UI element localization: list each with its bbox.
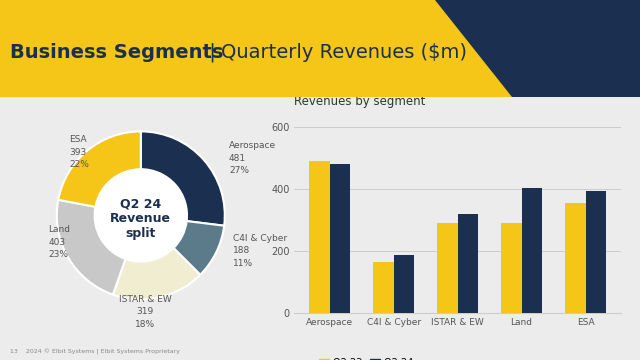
Bar <box>330 164 350 313</box>
Text: split: split <box>125 228 156 240</box>
Text: |: | <box>203 42 222 62</box>
Wedge shape <box>113 248 200 300</box>
Text: ESA
393
22%: ESA 393 22% <box>69 135 89 170</box>
Text: Revenues by segment: Revenues by segment <box>294 95 426 108</box>
Bar <box>501 223 522 313</box>
Circle shape <box>95 169 187 262</box>
Text: Revenue: Revenue <box>110 212 172 225</box>
Text: Business Segments: Business Segments <box>10 43 223 62</box>
Text: Q2 24: Q2 24 <box>120 197 161 210</box>
Bar <box>309 161 330 313</box>
Text: Land
403
23%: Land 403 23% <box>49 225 70 259</box>
Bar <box>394 255 414 313</box>
Wedge shape <box>58 131 141 207</box>
Bar <box>458 214 478 313</box>
Bar <box>565 203 586 313</box>
Text: C4I & Cyber
188
11%: C4I & Cyber 188 11% <box>233 234 287 268</box>
Legend: Q2 23, Q2 24: Q2 23, Q2 24 <box>316 354 417 360</box>
Text: Aerospace
481
27%: Aerospace 481 27% <box>229 141 276 175</box>
Bar <box>586 191 606 313</box>
Bar <box>437 223 458 313</box>
Wedge shape <box>141 131 225 226</box>
Text: Quarterly Revenues ($m): Quarterly Revenues ($m) <box>221 43 467 62</box>
Bar <box>522 188 542 313</box>
Bar <box>373 262 394 313</box>
Wedge shape <box>173 221 224 275</box>
Text: 13    2024 © Elbit Systems | Elbit Systems Proprietary: 13 2024 © Elbit Systems | Elbit Systems … <box>10 348 180 355</box>
Wedge shape <box>57 200 125 294</box>
Text: ISTAR & EW
319
18%: ISTAR & EW 319 18% <box>118 295 172 329</box>
